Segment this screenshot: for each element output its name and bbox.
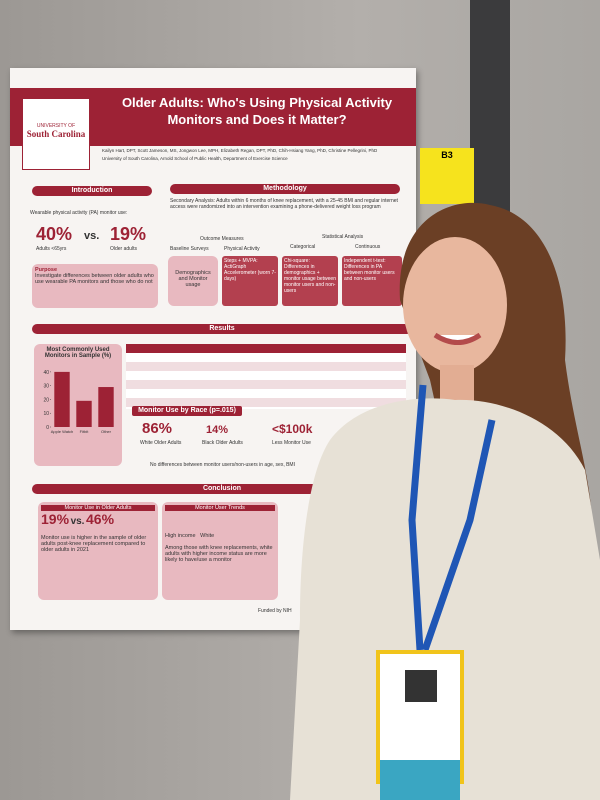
affiliation: University of South Carolina, Arnold Sch… [102, 156, 288, 161]
label: Baseline Surveys [170, 246, 209, 252]
logo-line: UNIVERSITY OF [36, 123, 76, 129]
poster-title: Older Adults: Who's Using Physical Activ… [121, 95, 393, 127]
bar [54, 371, 70, 427]
stat: 14% [206, 424, 229, 436]
label: Continuous [355, 244, 381, 250]
section-header: Methodology [170, 184, 400, 194]
conclusion-box: Monitor Use in Older Adults 19% vs. 46% … [38, 502, 158, 600]
section-header: Results [32, 324, 412, 334]
chart-title: Most Commonly Used Monitors in Sample (%… [44, 347, 112, 359]
footer: Funded by NIH [258, 608, 292, 614]
stat: 46% [86, 511, 115, 527]
poster-number: B3 [441, 150, 453, 160]
stat: 19% [110, 224, 147, 244]
purpose-header: Purpose [35, 267, 58, 273]
method-box: Independent t-test: Differences in PA be… [342, 256, 402, 306]
university-logo: UNIVERSITY OF South Carolina [22, 98, 90, 170]
label: Outcome Measures [200, 236, 244, 242]
neck [440, 365, 474, 405]
section-header: Introduction [32, 186, 152, 196]
panel-header: Monitor Use in Older Adults [41, 505, 155, 511]
x-tick-label: Other [101, 429, 112, 434]
qr-code [405, 670, 437, 702]
y-tick-label: 30 [43, 384, 49, 390]
poster-number-tag: B3 [420, 148, 474, 204]
note: No differences between monitor users/non… [150, 462, 295, 468]
stat: <$100k [272, 422, 313, 436]
y-tick-label: 20 [43, 397, 49, 403]
authors: Kailyn Hart, DPT, Scott Jameson, MS, Jon… [102, 148, 378, 153]
stat-label: Older adults [110, 246, 137, 252]
logo-name: South Carolina [26, 129, 86, 139]
conclusion-text: Monitor use is higher in the sample of o… [41, 535, 147, 553]
label: High income [165, 533, 196, 539]
panel-header: Monitor User Trends [165, 505, 275, 511]
label: Categorical [290, 244, 316, 250]
mini-chart: 0 10 20 30 40 Apple Watch Fitbit Other [43, 370, 114, 434]
panel-header: Monitor Use by Race (p=.015) [132, 406, 242, 416]
purpose-box: Purpose Investigate differences between o… [32, 264, 158, 308]
label: Statistical Analysis [322, 234, 364, 240]
stat-label: Black Older Adults [202, 440, 243, 446]
method-box: Demographics and Monitor usage [168, 256, 218, 306]
x-tick-label: Fitbit [80, 429, 90, 434]
method-box: Chi-square: Differences in demographics … [282, 256, 338, 306]
methods-text: Secondary Analysis: Adults within 6 mont… [170, 198, 398, 210]
stat: 86% [142, 420, 173, 437]
y-tick-label: 10 [43, 411, 49, 417]
chart-panel: Most Commonly Used Monitors in Sample (%… [34, 344, 122, 466]
poster: Older Adults: Who's Using Physical Activ… [10, 68, 416, 630]
versus: vs. [84, 230, 100, 242]
conclusion-text: Among those with knee replacements, whit… [165, 545, 273, 563]
bar [76, 400, 92, 427]
lanyard [408, 384, 496, 652]
conclusion-box: Monitor User Trends High income White Am… [162, 502, 278, 600]
purpose-text: Investigate differences between older ad… [35, 273, 154, 285]
intro-text: Wearable physical activity (PA) monitor … [30, 210, 128, 216]
stat-label: White Older Adults [140, 440, 182, 446]
stat: 40% [36, 224, 73, 244]
versus: vs. [70, 516, 85, 527]
section-header: Conclusion [32, 484, 412, 494]
stat-label: Adults <65yrs [36, 246, 67, 252]
stat-label: Less Monitor Use [272, 440, 311, 446]
demographics-table [126, 344, 406, 409]
bar [98, 387, 114, 427]
y-tick-label: 0 [46, 425, 49, 431]
method-box: Steps + MVPA: ActiGraph Accelerometer (w… [222, 256, 278, 306]
label: White [200, 533, 215, 539]
face [403, 237, 507, 373]
smile [433, 332, 482, 345]
badge-band [380, 760, 460, 800]
stat: 19% [41, 511, 70, 527]
x-tick-label: Apple Watch [51, 429, 74, 434]
y-tick-label: 40 [43, 370, 49, 376]
label: Physical Activity [224, 246, 260, 252]
